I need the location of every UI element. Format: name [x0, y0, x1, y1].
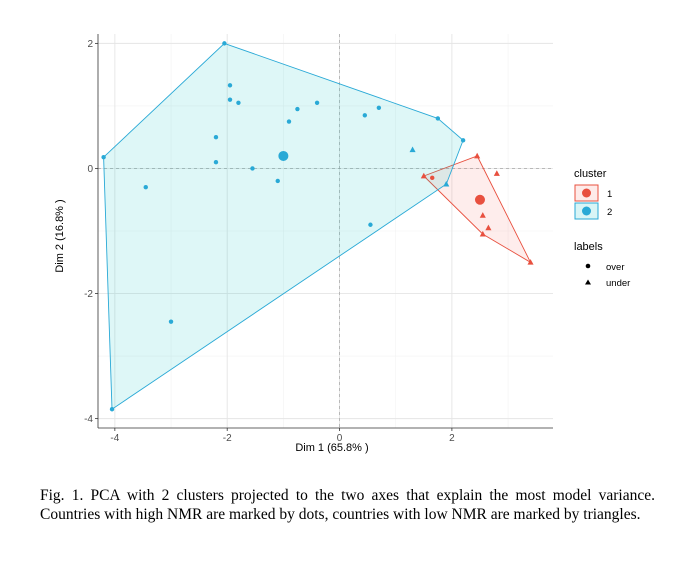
- cluster-2-dot-point: [168, 319, 174, 324]
- cluster-2-triangle-point: [409, 146, 416, 153]
- y-tick-label: 0: [87, 164, 93, 175]
- cluster-1-triangle-point: [420, 172, 427, 179]
- y-tick-label: -4: [84, 414, 93, 425]
- cluster-1-triangle-point: [479, 230, 486, 237]
- cluster-2-dot-point: [101, 155, 106, 160]
- legend-label-cluster-1: 1: [607, 189, 612, 200]
- cluster-centroids: [278, 150, 485, 205]
- legend-triangle-icon: [585, 279, 591, 285]
- legend-label-cluster-2: 2: [607, 207, 612, 218]
- cluster-2-dot-point: [376, 105, 382, 110]
- cluster-2-dot-point: [368, 222, 373, 227]
- cluster-2-dot-point: [460, 138, 466, 143]
- tick-labels: -4 -2 0 2 -4 -2 0 2: [84, 39, 455, 444]
- figure-caption: Fig. 1. PCA with 2 clusters projected to…: [40, 487, 655, 523]
- x-tick-label: 2: [449, 433, 455, 444]
- legend-dot-cluster-2: [582, 206, 591, 216]
- legend-circle-icon: [585, 263, 591, 269]
- x-tick-label: -2: [223, 433, 232, 444]
- cluster-2-dot-point: [435, 116, 441, 121]
- cluster-2-dot-point: [222, 41, 227, 46]
- cluster-2-dot-point: [227, 83, 233, 88]
- cluster-2-triangle-point: [443, 180, 450, 187]
- cluster-1-centroid: [474, 194, 485, 205]
- cluster-2-dot-point: [362, 113, 368, 118]
- legend-dot-cluster-1: [582, 188, 591, 198]
- cluster-2-dot-point: [227, 97, 233, 102]
- cluster-1-triangle-point: [485, 224, 492, 231]
- cluster-2-dot-point: [213, 134, 219, 140]
- x-tick-label: -4: [110, 433, 119, 444]
- gridlines: [98, 34, 553, 428]
- y-tick-label: -2: [84, 289, 93, 300]
- axes: [95, 34, 553, 431]
- legend-title-cluster: cluster: [574, 168, 607, 180]
- cluster-1-triangle-point: [479, 212, 486, 218]
- legend-item-over: over: [585, 262, 624, 273]
- legend-item-under: under: [585, 278, 630, 289]
- cluster-2-dot-point: [213, 160, 219, 165]
- x-axis-title: Dim 1 (65.8% ): [295, 442, 368, 454]
- cluster-2-dot-point: [275, 178, 280, 184]
- pca-chart: -4 -2 0 2 -4 -2 0 2 Dim 1 (65.8% ) Dim 2 (16.8%…: [54, 34, 630, 454]
- cluster-2-centroid: [278, 150, 289, 161]
- legend-title-labels: labels: [574, 241, 603, 253]
- cluster-2-dot-point: [236, 100, 241, 105]
- y-tick-label: 2: [87, 39, 93, 50]
- cluster-2-dot-point: [286, 119, 292, 124]
- x-tick-label: 0: [337, 433, 343, 444]
- cluster-1-dot-point: [430, 175, 435, 181]
- cluster-2-dot-point: [109, 407, 115, 412]
- legend-item-cluster-2: 2: [574, 202, 612, 220]
- legend-item-cluster-1: 1: [574, 184, 612, 202]
- cluster-2-dot-point: [250, 166, 255, 171]
- cluster-1-triangle-point: [474, 152, 481, 159]
- y-axis-title: Dim 2 (16.8% ): [54, 199, 66, 272]
- cluster-1-triangle-point: [527, 259, 534, 265]
- data-points: [101, 41, 534, 412]
- legend: cluster 1 2 labels over under: [574, 168, 630, 289]
- cluster-2-dot-point: [314, 100, 320, 105]
- cluster-2-dot-point: [143, 185, 148, 190]
- cluster-2-dot-point: [295, 106, 300, 112]
- legend-label-under: under: [606, 278, 630, 289]
- cluster-1-triangle-point: [493, 170, 500, 176]
- legend-label-over: over: [606, 262, 624, 273]
